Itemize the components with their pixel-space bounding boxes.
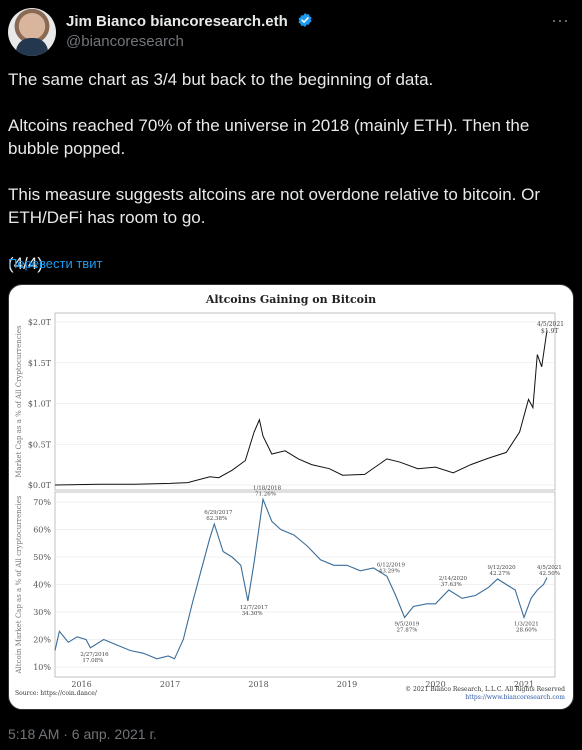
bottom-y-axis-label: Altcoin Market Cap as a % of All cryptoc… (15, 495, 23, 674)
annotation-value-label: 42.50% (539, 571, 560, 577)
annotation-date-label: 2/27/2016 (80, 652, 109, 658)
tweet-paragraph: Altcoins reached 70% of the universe in … (8, 116, 530, 158)
more-options-icon[interactable]: ··· (551, 10, 569, 30)
tweet-text: The same chart as 3/4 but back to the be… (8, 68, 568, 298)
top-y-tick-label: $0.5T (28, 440, 52, 449)
tweet-paragraph: This measure suggests altcoins are not o… (8, 185, 540, 227)
annotation-date-label: 9/5/2019 (395, 622, 420, 628)
annotation-date-label: 1/18/2018 (253, 485, 282, 491)
bottom-y-tick-label: 70% (33, 498, 51, 507)
top-last-date-label: 4/5/2021 (537, 321, 564, 328)
annotation-date-label: 4/5/2021 (537, 565, 562, 571)
bottom-y-tick-label: 40% (33, 581, 51, 590)
top-series-line (54, 330, 548, 486)
translate-tweet-link[interactable]: Перевести твит (8, 256, 103, 271)
x-tick-label: 2021 (514, 680, 534, 689)
chart-svg: $0.0T $0.5T $1.0T $1.5T $2.0T Market Cap as a… (15, 312, 565, 701)
bottom-y-tick-label: 30% (33, 608, 51, 617)
x-tick-label: 2020 (425, 680, 445, 689)
annotation-date-label: 9/12/2020 (487, 565, 516, 571)
x-tick-label: 2019 (337, 680, 357, 689)
bottom-y-tick-label: 10% (33, 663, 51, 672)
bottom-y-tick-label: 60% (33, 526, 51, 535)
annotation-value-label: 27.87% (397, 628, 418, 634)
top-y-tick-label: $0.0T (28, 481, 52, 490)
x-tick-label: 2018 (248, 680, 268, 689)
bottom-y-tick-label: 50% (33, 553, 51, 562)
author-name[interactable]: Jim Bianco biancoresearch.eth (66, 12, 313, 30)
chart-source-text: Source: https://coin.dance/ (15, 690, 98, 697)
annotation-value-label: 62.38% (206, 516, 227, 522)
annotation-date-label: 1/3/2021 (514, 622, 539, 628)
annotation-value-label: 28.60% (516, 628, 537, 634)
annotation-date-label: 6/29/2017 (204, 510, 233, 516)
tweet-media-chart[interactable]: Altcoins Gaining on Bitcoin $0.0T $0.5T $1… (8, 284, 574, 710)
annotation-value-label: 17.08% (82, 658, 103, 664)
bottom-series-line (54, 497, 548, 660)
chart-site-link: https://www.biancoresearch.com (465, 694, 565, 701)
annotation-date-label: 2/14/2020 (439, 576, 468, 582)
x-tick-label: 2017 (160, 680, 180, 689)
bottom-y-tick-label: 20% (33, 636, 51, 645)
avatar[interactable] (8, 8, 56, 56)
annotation-value-label: 43.29% (379, 568, 400, 574)
chart-copyright-text: © 2021 Bianco Research, L.L.C. All Right… (405, 686, 565, 693)
annotation-date-label: 6/12/2019 (377, 562, 406, 568)
tweet-header: Jim Bianco biancoresearch.eth @biancores… (8, 8, 574, 60)
x-tick-label: 2016 (71, 680, 91, 689)
top-y-tick-label: $1.0T (28, 400, 52, 409)
verified-badge-icon (298, 13, 312, 27)
tweet-paragraph: The same chart as 3/4 but back to the be… (8, 70, 434, 89)
annotation-value-label: 42.27% (489, 571, 510, 577)
annotation-value-label: 34.30% (242, 611, 263, 617)
tweet-paragraph: (4/4) (8, 254, 43, 273)
chart-title: Altcoins Gaining on Bitcoin (205, 293, 377, 306)
author-handle[interactable]: @biancoresearch (66, 33, 184, 50)
annotation-value-label: 37.63% (441, 582, 462, 588)
top-last-value-label: $1.9T (541, 328, 558, 335)
top-y-tick-label: $1.5T (28, 359, 52, 368)
annotation-date-label: 12/7/2017 (240, 605, 269, 611)
annotation-value-label: 71.26% (255, 491, 276, 497)
tweet-timestamp[interactable]: 5:18 AM · 6 апр. 2021 г. (8, 726, 157, 742)
top-y-tick-label: $2.0T (28, 318, 52, 327)
top-y-axis-label: Market Cap as a % of All Cryptocurrencie… (15, 325, 23, 478)
top-panel-frame (54, 312, 556, 491)
